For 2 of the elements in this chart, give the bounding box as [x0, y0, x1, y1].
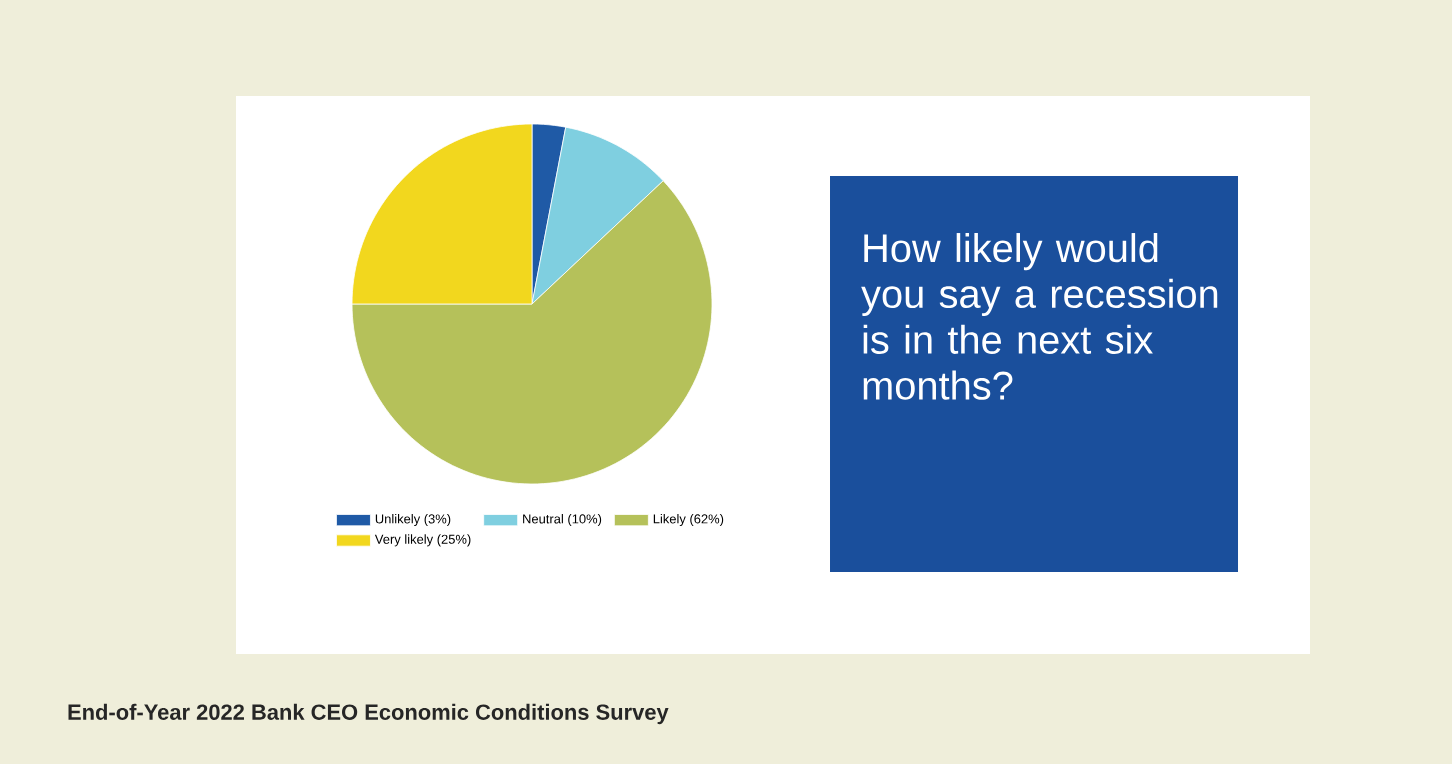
text: How likely would you say a recession is in the next six months? — [861, 233, 1218, 400]
text: End-of-Year 2022 Bank CEO Economic Conditions Survey — [68, 703, 669, 725]
